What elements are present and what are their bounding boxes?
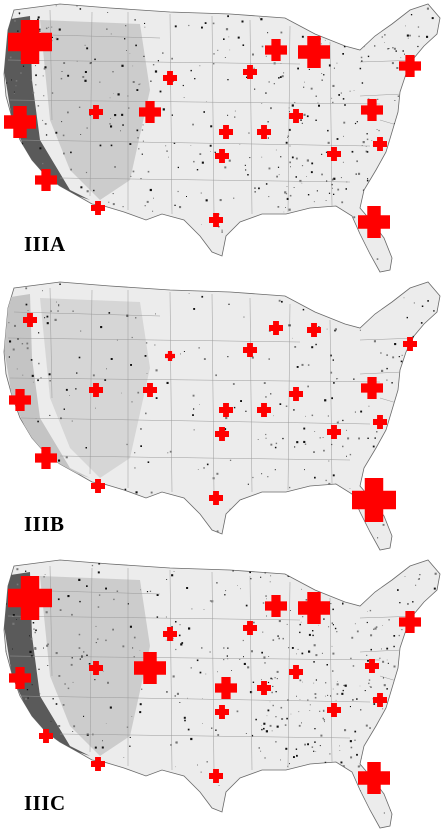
marker-seattle bbox=[8, 576, 52, 620]
marker-dallas bbox=[209, 769, 223, 783]
marker-kansas-city bbox=[215, 427, 229, 441]
marker-new-york bbox=[365, 659, 379, 673]
marker-minneapolis bbox=[243, 343, 257, 357]
marker-seattle bbox=[23, 313, 37, 327]
marker-boston bbox=[399, 611, 421, 633]
marker-n-cal bbox=[9, 389, 31, 411]
marker-new-york bbox=[361, 99, 383, 121]
marker-denver bbox=[215, 677, 237, 699]
us-map-a bbox=[3, 3, 441, 273]
marker-n-cal bbox=[4, 106, 36, 138]
marker-florida bbox=[358, 206, 390, 238]
marker-dallas bbox=[209, 213, 223, 227]
us-map-b bbox=[3, 281, 441, 551]
map-panel-b: IIIB bbox=[0, 278, 447, 555]
marker-bismarck bbox=[163, 71, 177, 85]
marker-salt-lake bbox=[143, 383, 157, 397]
us-map-c bbox=[3, 559, 441, 829]
marker-boston bbox=[403, 337, 417, 351]
marker-n-cal bbox=[9, 667, 31, 689]
marker-washington bbox=[373, 137, 387, 151]
marker-great-lakes-w bbox=[265, 39, 287, 61]
map-panel-a: IIIA bbox=[0, 0, 447, 277]
marker-kansas-city bbox=[215, 149, 229, 163]
panel-label-b: IIIB bbox=[24, 512, 65, 536]
marker-washington bbox=[373, 693, 387, 707]
marker-bismarck bbox=[163, 627, 177, 641]
marker-washington bbox=[373, 415, 387, 429]
marker-detroit bbox=[289, 387, 303, 401]
marker-boston bbox=[399, 55, 421, 77]
marker-atlanta bbox=[327, 425, 341, 439]
marker-boise bbox=[89, 383, 103, 397]
city-markers bbox=[4, 20, 421, 238]
map-panel-c: IIIC bbox=[0, 556, 447, 833]
marker-san-diego bbox=[91, 201, 105, 215]
marker-denver bbox=[219, 403, 233, 417]
marker-kansas-city bbox=[215, 705, 229, 719]
marker-chicago bbox=[257, 125, 271, 139]
marker-chicago bbox=[257, 681, 271, 695]
marker-atlanta bbox=[327, 147, 341, 161]
state-boundaries bbox=[7, 287, 421, 495]
panel-label-c: IIIC bbox=[24, 791, 66, 815]
marker-salt-lake bbox=[134, 652, 166, 684]
marker-great-lakes-e bbox=[298, 592, 330, 624]
marker-minneapolis bbox=[243, 621, 257, 635]
marker-boise bbox=[89, 661, 103, 675]
city-markers bbox=[9, 313, 417, 522]
marker-la bbox=[35, 169, 57, 191]
marker-salt-lake bbox=[139, 101, 161, 123]
marker-detroit bbox=[289, 109, 303, 123]
marker-bismarck bbox=[165, 351, 175, 361]
marker-detroit bbox=[289, 665, 303, 679]
marker-la bbox=[35, 447, 57, 469]
marker-san-diego bbox=[91, 479, 105, 493]
marker-great-lakes-w bbox=[269, 321, 283, 335]
marker-atlanta bbox=[327, 703, 341, 717]
city-markers bbox=[8, 576, 421, 794]
marker-dallas bbox=[209, 491, 223, 505]
state-boundaries bbox=[7, 565, 421, 773]
marker-seattle bbox=[8, 20, 52, 64]
panel-label-a: IIIA bbox=[24, 232, 66, 256]
marker-florida bbox=[358, 762, 390, 794]
marker-great-lakes-w bbox=[265, 595, 287, 617]
marker-minneapolis bbox=[243, 65, 257, 79]
marker-florida bbox=[352, 478, 396, 522]
state-boundaries bbox=[7, 9, 421, 217]
marker-la bbox=[39, 729, 53, 743]
marker-san-diego bbox=[91, 757, 105, 771]
marker-denver bbox=[219, 125, 233, 139]
marker-new-york bbox=[361, 377, 383, 399]
marker-chicago bbox=[257, 403, 271, 417]
marker-boise bbox=[89, 105, 103, 119]
marker-great-lakes-e bbox=[307, 323, 321, 337]
marker-great-lakes-e bbox=[298, 36, 330, 68]
